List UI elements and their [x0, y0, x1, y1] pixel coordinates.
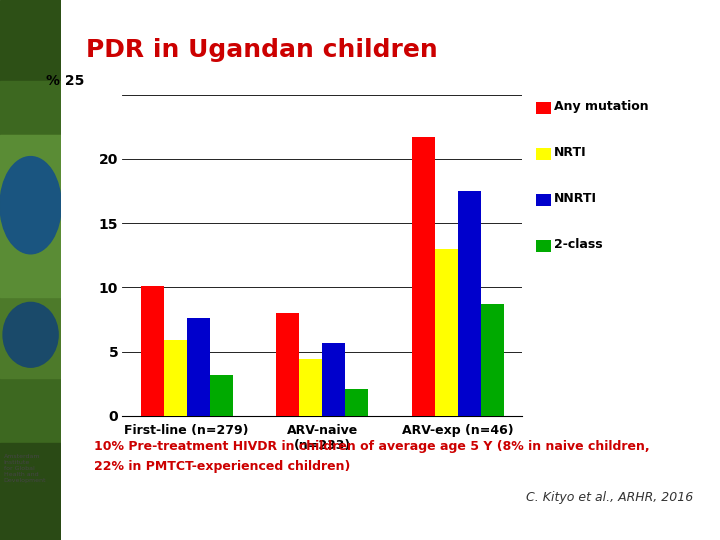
Text: Any mutation: Any mutation [554, 100, 649, 113]
Text: % 25: % 25 [47, 74, 85, 88]
Bar [0, 135, 61, 297]
Text: 22% in PMTCT-experienced children): 22% in PMTCT-experienced children) [94, 460, 350, 473]
Bar [435, 249, 458, 416]
Bar [0, 135, 61, 378]
Text: NNRTI: NNRTI [554, 192, 597, 205]
Text: 10% Pre-treatment HIVDR in children of average age 5 Y (8% in naive children,: 10% Pre-treatment HIVDR in children of a… [94, 440, 649, 453]
Bar [323, 342, 346, 416]
Ellipse shape [0, 157, 61, 254]
Bar [346, 389, 369, 416]
Bar [458, 191, 481, 416]
Bar [481, 304, 504, 416]
Bar [412, 137, 435, 416]
Bar [210, 375, 233, 416]
Text: NRTI: NRTI [554, 146, 587, 159]
Bar [276, 313, 299, 416]
Text: C. Kityo et al., ARHR, 2016: C. Kityo et al., ARHR, 2016 [526, 491, 693, 504]
Text: 2-class: 2-class [554, 238, 603, 251]
Bar [140, 286, 163, 416]
Text: PDR in Ugandan children: PDR in Ugandan children [86, 38, 438, 62]
Bar [299, 359, 323, 416]
Bar [0, 443, 61, 540]
Ellipse shape [3, 302, 58, 367]
Text: Amsterdam
Institute
for Global
Health and
Development: Amsterdam Institute for Global Health an… [4, 454, 46, 483]
Bar [0, 81, 61, 459]
Bar [186, 318, 210, 416]
Bar [163, 340, 186, 416]
